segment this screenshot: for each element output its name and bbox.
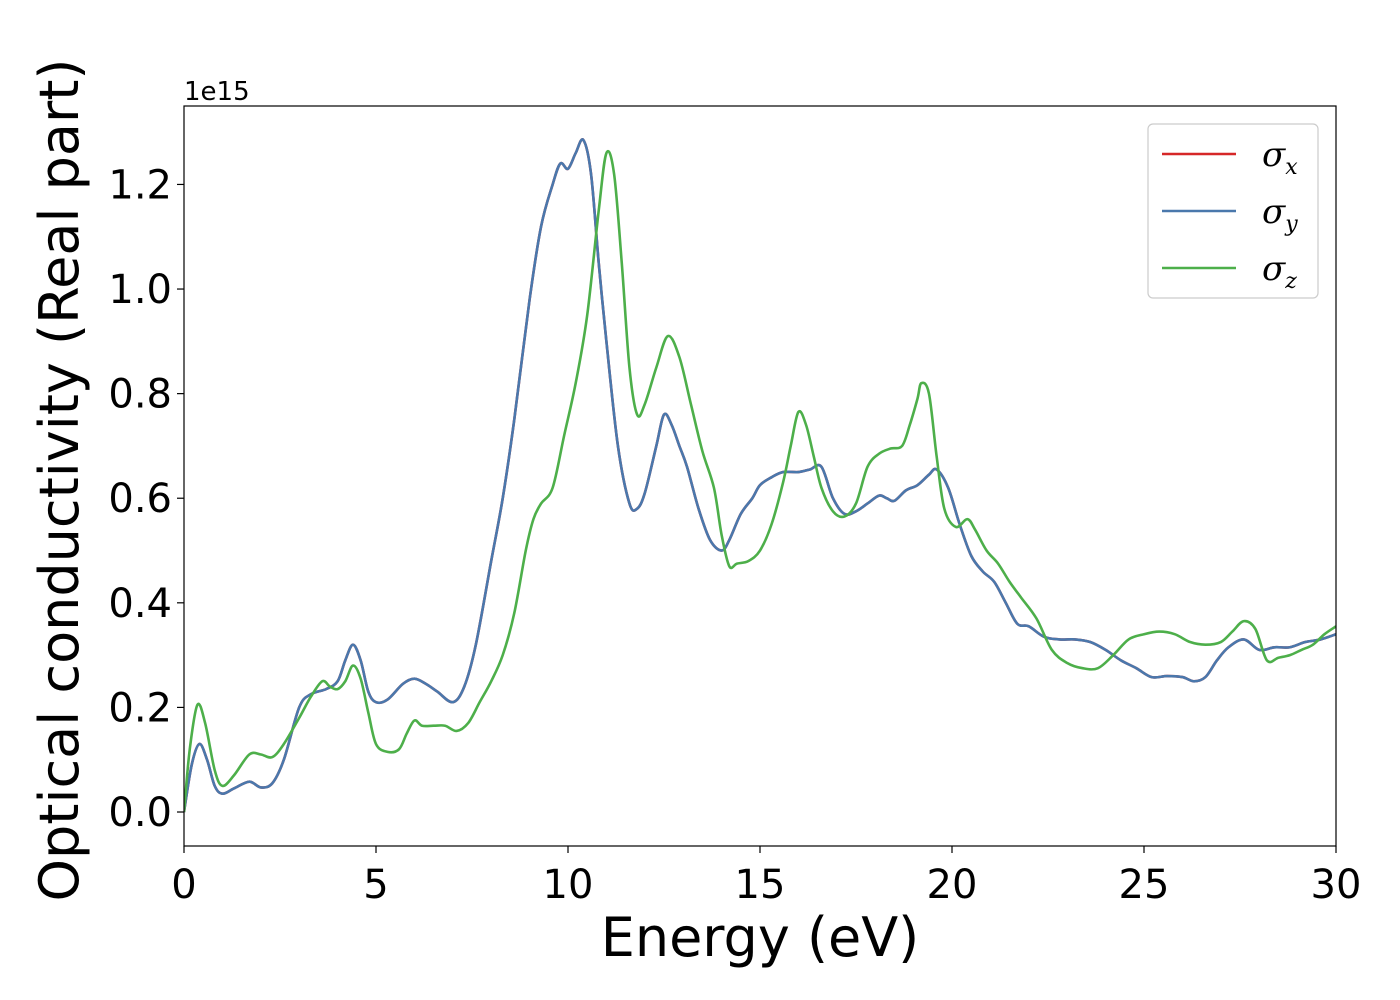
legend-label-sigma-y: σy [1262, 192, 1298, 237]
legend-subscript: z [1284, 269, 1297, 294]
series-line-sigma-z [184, 149, 1336, 813]
x-tick-label: 30 [1311, 862, 1362, 908]
y-tick-label: 0.8 [108, 372, 172, 418]
y-tick-label: 0.2 [108, 685, 172, 731]
y-tick-label: 1.2 [108, 162, 172, 208]
legend-subscript: y [1284, 212, 1298, 237]
legend-symbol: σ [1262, 135, 1286, 175]
y-tick-label: 0.0 [108, 790, 172, 836]
legend-symbol: σ [1262, 249, 1286, 289]
x-axis-label: Energy (eV) [601, 906, 920, 969]
x-tick-label: 15 [735, 862, 786, 908]
x-tick-label: 20 [927, 862, 978, 908]
legend-subscript: x [1285, 155, 1298, 180]
y-tick-label: 1.0 [108, 267, 172, 313]
legend-symbol: σ [1262, 192, 1286, 232]
x-tick-label: 10 [543, 862, 594, 908]
y-offset-label: 1e15 [184, 77, 250, 107]
legend-label-sigma-z: σz [1262, 249, 1297, 294]
x-tick-label: 25 [1119, 862, 1170, 908]
y-tick-label: 0.6 [108, 476, 172, 522]
series-layer [184, 138, 1336, 813]
x-tick-label: 5 [363, 862, 388, 908]
y-tick-label: 0.4 [108, 581, 172, 627]
x-axis-ticks: 0 5 10 15 20 25 30 [171, 846, 1361, 908]
y-axis-ticks: 0.0 0.2 0.4 0.6 0.8 1.0 1.2 [108, 162, 184, 836]
y-axis-label: Optical conductivity (Real part) [28, 59, 91, 902]
x-tick-label: 0 [171, 862, 196, 908]
legend-label-sigma-x: σx [1262, 135, 1298, 180]
series-line-sigma-y [184, 138, 1336, 813]
